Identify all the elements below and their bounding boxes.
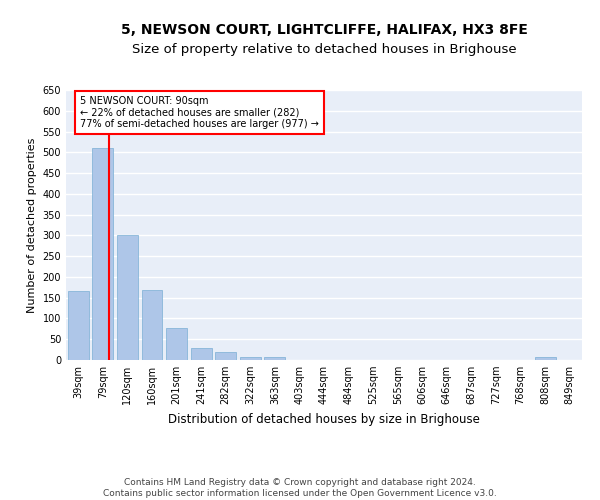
Bar <box>166 328 187 360</box>
Bar <box>535 356 556 360</box>
Bar <box>68 292 89 360</box>
Bar <box>215 352 236 360</box>
Bar <box>191 348 212 360</box>
Text: 5, NEWSON COURT, LIGHTCLIFFE, HALIFAX, HX3 8FE: 5, NEWSON COURT, LIGHTCLIFFE, HALIFAX, H… <box>121 22 527 36</box>
Bar <box>240 356 261 360</box>
Text: 5 NEWSON COURT: 90sqm
← 22% of detached houses are smaller (282)
77% of semi-det: 5 NEWSON COURT: 90sqm ← 22% of detached … <box>80 96 319 130</box>
Text: Contains HM Land Registry data © Crown copyright and database right 2024.
Contai: Contains HM Land Registry data © Crown c… <box>103 478 497 498</box>
Bar <box>265 356 286 360</box>
Bar <box>92 148 113 360</box>
Bar <box>142 290 163 360</box>
Bar <box>117 236 138 360</box>
X-axis label: Distribution of detached houses by size in Brighouse: Distribution of detached houses by size … <box>168 412 480 426</box>
Text: Size of property relative to detached houses in Brighouse: Size of property relative to detached ho… <box>131 42 517 56</box>
Y-axis label: Number of detached properties: Number of detached properties <box>27 138 37 312</box>
